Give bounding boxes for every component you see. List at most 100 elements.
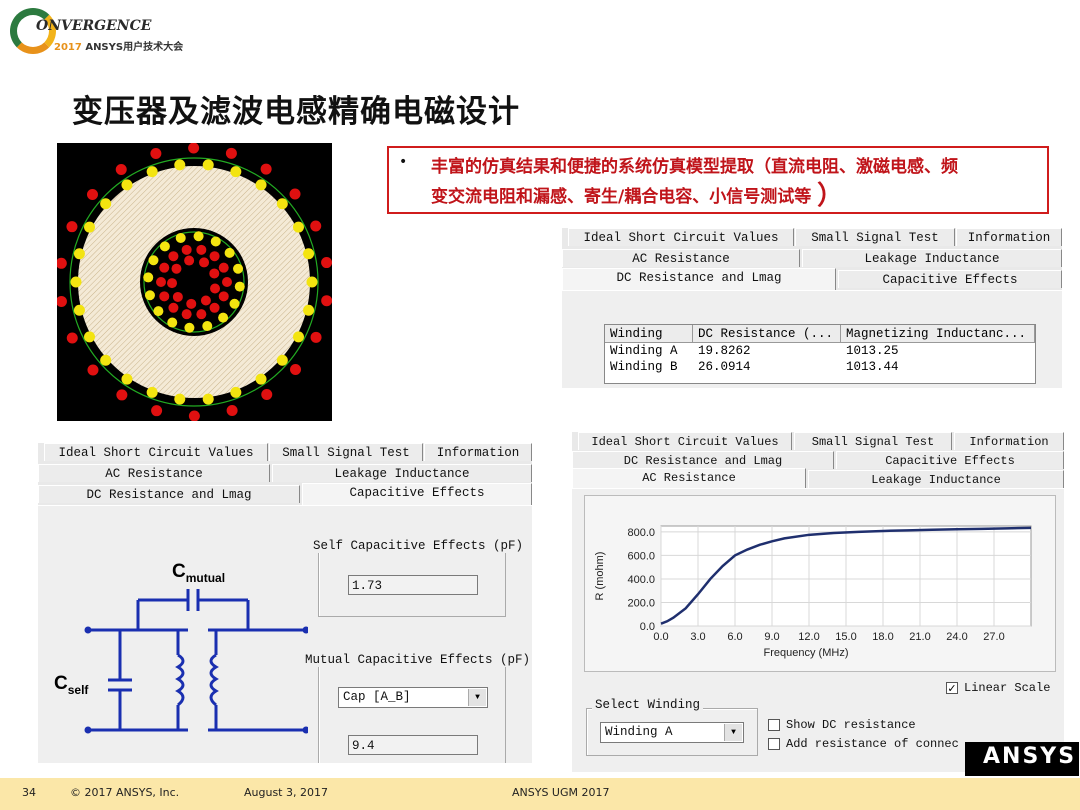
winding-conductor <box>196 309 207 320</box>
winding-conductor <box>73 248 85 260</box>
tab-ac-resistance[interactable]: AC Resistance <box>572 468 806 488</box>
tab-ideal-short-circuit[interactable]: Ideal Short Circuit Values <box>578 432 792 450</box>
winding-conductor <box>153 306 164 317</box>
winding-conductor <box>202 159 214 171</box>
column-header-magnetizing-inductance[interactable]: Magnetizing Inductanc... <box>841 325 1035 343</box>
winding-conductor <box>218 291 229 302</box>
tab-dc-resistance-lmag[interactable]: DC Resistance and Lmag <box>572 451 834 469</box>
chevron-down-icon[interactable]: ▼ <box>468 689 486 706</box>
winding-conductor <box>209 251 220 262</box>
winding-conductor <box>202 321 213 332</box>
bullet-marker: • <box>399 154 408 170</box>
callout-close-paren: ） <box>817 181 844 211</box>
mutual-capacitance-field[interactable]: 9.4 <box>348 735 478 755</box>
winding-conductor <box>115 163 127 175</box>
dc-resistance-panel: Ideal Short Circuit Values Small Signal … <box>562 228 1062 388</box>
winding-conductor <box>100 354 112 366</box>
winding-conductor <box>100 198 112 210</box>
winding-conductor <box>172 291 183 302</box>
winding-conductor <box>168 302 179 313</box>
table-cell: Winding B <box>610 360 678 374</box>
ac-resistance-chart: 0.0 3.0 6.0 9.0 12.0 15.0 18.0 21.0 24.0 27.0 0.0 2… <box>584 495 1056 672</box>
winding-conductor <box>174 393 186 405</box>
winding-conductor <box>226 404 238 416</box>
ac-resistance-panel: Ideal Short Circuit Values Small Signal … <box>572 432 1064 772</box>
show-dc-resistance-checkbox[interactable] <box>768 719 780 731</box>
winding-conductor <box>209 302 220 313</box>
linear-scale-checkbox[interactable]: ✓ <box>946 682 958 695</box>
capacitive-effects-panel: Ideal Short Circuit Values Small Signal … <box>38 443 532 763</box>
winding-conductor <box>66 332 78 344</box>
footer-event: ANSYS UGM 2017 <box>512 786 610 799</box>
winding-conductor <box>159 241 170 252</box>
dc-resistance-table: Winding DC Resistance (... Magnetizing I… <box>604 324 1036 384</box>
winding-conductor <box>276 198 288 210</box>
logo-word: ONVERGENCE <box>36 18 152 34</box>
column-header-winding[interactable]: Winding <box>605 325 693 343</box>
winding-conductor <box>303 248 315 260</box>
table-cell: 19.8262 <box>698 344 751 358</box>
tab-dc-resistance-lmag[interactable]: DC Resistance and Lmag <box>38 485 300 503</box>
y-tick-label: 0.0 <box>640 621 655 633</box>
tab-information[interactable]: Information <box>956 228 1062 246</box>
slide-footer: 34 © 2017 ANSYS, Inc. August 3, 2017 ANS… <box>0 778 1080 810</box>
table-cell: 26.0914 <box>698 360 751 374</box>
chevron-down-icon[interactable]: ▼ <box>724 724 742 741</box>
winding-conductor <box>230 166 242 178</box>
winding-conductor <box>144 290 155 301</box>
winding-conductor <box>276 354 288 366</box>
winding-conductor <box>229 298 240 309</box>
tab-leakage-inductance[interactable]: Leakage Inductance <box>272 464 532 482</box>
tab-small-signal-test[interactable]: Small Signal Test <box>794 432 952 450</box>
winding-conductor <box>184 322 195 333</box>
winding-conductor <box>116 389 128 401</box>
winding-conductor <box>261 389 273 401</box>
winding-conductor <box>184 255 195 266</box>
capacitance-circuit-diagram <box>84 589 308 734</box>
tab-small-signal-test[interactable]: Small Signal Test <box>269 443 423 461</box>
tab-capacitive-effects[interactable]: Capacitive Effects <box>836 451 1064 469</box>
tab-leakage-inductance[interactable]: Leakage Inductance <box>808 470 1064 488</box>
tab-ideal-short-circuit[interactable]: Ideal Short Circuit Values <box>44 443 268 461</box>
tab-capacitive-effects[interactable]: Capacitive Effects <box>838 270 1062 288</box>
winding-conductor <box>151 405 163 417</box>
tab-information[interactable]: Information <box>954 432 1064 450</box>
tab-small-signal-test[interactable]: Small Signal Test <box>795 228 955 246</box>
winding-conductor <box>310 220 322 232</box>
column-header-dc-resistance[interactable]: DC Resistance (... <box>693 325 841 343</box>
winding-conductor <box>167 278 178 289</box>
winding-conductor <box>210 236 221 247</box>
tab-information[interactable]: Information <box>424 443 532 461</box>
table-cell: 1013.25 <box>846 344 899 358</box>
add-resistance-checkbox[interactable] <box>768 738 780 750</box>
winding-conductor <box>222 277 232 287</box>
self-capacitance-field[interactable]: 1.73 <box>348 575 478 595</box>
winding-conductor <box>210 283 221 294</box>
winding-conductor <box>181 309 192 320</box>
tab-leakage-inductance[interactable]: Leakage Inductance <box>802 249 1062 267</box>
x-tick-label: 3.0 <box>690 631 705 643</box>
mutual-capacitance-select[interactable]: Cap [A_B] ▼ <box>338 687 488 708</box>
x-tick-label: 15.0 <box>835 631 856 643</box>
winding-conductor <box>224 247 235 258</box>
tab-capacitive-effects[interactable]: Capacitive Effects <box>302 483 532 505</box>
y-tick-label: 400.0 <box>627 574 655 586</box>
tab-ac-resistance[interactable]: AC Resistance <box>38 464 270 482</box>
callout-line-1: 丰富的仿真结果和便捷的系统仿真模型提取（直流电阻、激磁电感、频 <box>431 157 958 177</box>
tab-dc-resistance-lmag[interactable]: DC Resistance and Lmag <box>562 268 836 290</box>
winding-conductor <box>193 231 204 242</box>
winding-conductor <box>306 276 318 288</box>
page-number: 34 <box>22 786 36 799</box>
winding-conductor <box>255 179 267 191</box>
winding-conductor <box>121 373 133 385</box>
select-winding-dropdown[interactable]: Winding A ▼ <box>600 722 744 743</box>
tab-ac-resistance[interactable]: AC Resistance <box>562 249 800 267</box>
ansys-logo: ANSYS <box>965 742 1079 776</box>
winding-conductor <box>174 159 186 171</box>
y-axis-label: R (mohm) <box>594 552 606 601</box>
winding-conductor <box>292 221 304 233</box>
winding-conductor <box>148 255 159 266</box>
winding-conductor <box>55 295 67 307</box>
tab-ideal-short-circuit[interactable]: Ideal Short Circuit Values <box>568 228 794 246</box>
winding-conductor <box>150 148 162 160</box>
